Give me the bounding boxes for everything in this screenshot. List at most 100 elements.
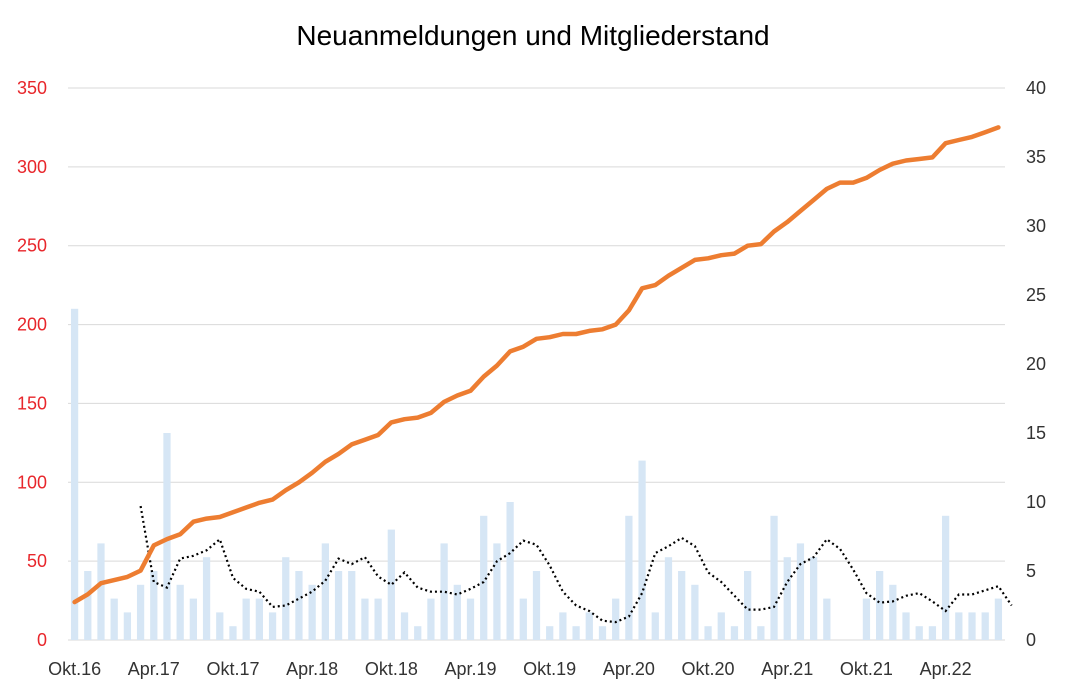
bar	[625, 515, 633, 640]
bar	[189, 598, 198, 640]
bar	[651, 612, 659, 640]
x-tick-label: Okt.17	[206, 659, 259, 679]
bar	[612, 598, 620, 640]
bar	[440, 543, 448, 640]
x-tick-label: Apr.19	[444, 659, 496, 679]
series-line-members	[72, 125, 1001, 605]
bar	[559, 612, 567, 640]
y-right-tick-label: 10	[1026, 492, 1046, 512]
y-right-tick-label: 35	[1026, 147, 1046, 167]
y-left-tick-label: 200	[17, 315, 47, 335]
x-tick-label: Apr.21	[761, 659, 813, 679]
bar	[242, 598, 250, 640]
bar	[348, 571, 356, 640]
bar	[717, 612, 725, 640]
bar	[704, 626, 712, 640]
bar	[757, 626, 765, 640]
bar	[730, 626, 739, 640]
bar	[546, 626, 554, 640]
x-tick-label: Okt.20	[682, 659, 735, 679]
bar	[638, 460, 646, 640]
bar	[664, 557, 673, 640]
bar	[123, 612, 132, 640]
bar	[744, 571, 752, 640]
bar	[466, 598, 475, 640]
bar	[163, 433, 171, 640]
bar	[136, 584, 145, 640]
y-right-tick-label: 0	[1026, 630, 1036, 650]
y-left-tick-label: 0	[37, 630, 47, 650]
bar	[862, 598, 871, 640]
bar	[361, 598, 369, 640]
x-tick-label: Okt.18	[365, 659, 418, 679]
bar	[334, 571, 343, 640]
bar	[770, 515, 778, 640]
bar	[519, 598, 527, 640]
bar	[150, 571, 158, 640]
bar	[823, 598, 831, 640]
bar	[70, 308, 79, 640]
x-tick-label: Apr.20	[603, 659, 655, 679]
bar	[453, 584, 461, 640]
bar	[915, 626, 923, 640]
bar	[255, 598, 263, 640]
bar	[480, 515, 488, 640]
x-tick-label: Okt.19	[523, 659, 576, 679]
bar	[889, 584, 897, 640]
bar	[928, 626, 937, 640]
bar	[585, 612, 593, 640]
x-tick-label: Apr.17	[128, 659, 180, 679]
x-tick-label: Okt.16	[48, 659, 101, 679]
y-left-tick-label: 100	[17, 472, 47, 492]
bar	[387, 529, 395, 640]
bar	[321, 543, 329, 640]
bar	[374, 598, 382, 640]
bar	[796, 543, 805, 640]
bar	[941, 515, 950, 640]
bar	[295, 571, 303, 640]
y-right-tick-label: 25	[1026, 285, 1046, 305]
bar	[110, 598, 118, 640]
y-left-tick-label: 150	[17, 393, 47, 413]
bar	[691, 584, 699, 640]
bar	[875, 571, 884, 640]
bar	[202, 557, 211, 640]
x-tick-label: Apr.18	[286, 659, 338, 679]
series-line-average	[139, 505, 1013, 624]
bar	[783, 557, 791, 640]
bar	[506, 502, 514, 640]
x-tick-label: Apr.22	[920, 659, 972, 679]
y-left-tick-label: 250	[17, 236, 47, 256]
bar	[308, 584, 316, 640]
y-left-tick-label: 50	[27, 551, 47, 571]
bar	[282, 557, 290, 640]
bar	[598, 626, 607, 640]
y-left-tick-label: 350	[17, 78, 47, 98]
bar	[268, 612, 277, 640]
chart-title: Neuanmeldungen und Mitgliederstand	[296, 20, 770, 51]
y-right-tick-label: 20	[1026, 354, 1046, 374]
bar	[176, 584, 184, 640]
y-right-tick-label: 5	[1026, 561, 1036, 581]
bar	[532, 571, 541, 640]
y-right-tick-label: 15	[1026, 423, 1046, 443]
bar	[400, 612, 409, 640]
bar	[229, 626, 237, 640]
x-tick-label: Okt.21	[840, 659, 893, 679]
bar	[572, 626, 580, 640]
bar	[981, 612, 989, 640]
bar	[427, 598, 435, 640]
bar	[902, 612, 910, 640]
bar	[955, 612, 963, 640]
bar	[968, 612, 976, 640]
bar	[84, 571, 92, 640]
bar	[493, 543, 501, 640]
bar	[678, 571, 686, 640]
bar	[994, 598, 1003, 640]
y-right-tick-label: 30	[1026, 216, 1046, 236]
y-left-tick-label: 300	[17, 157, 47, 177]
bar	[216, 612, 224, 640]
bar	[810, 557, 818, 640]
